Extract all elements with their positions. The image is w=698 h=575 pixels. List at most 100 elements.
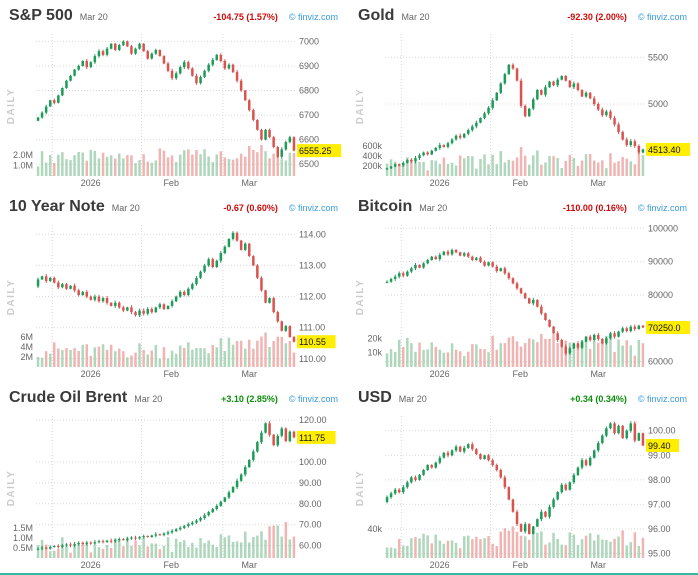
svg-text:2026: 2026	[430, 369, 450, 379]
chart-title: Crude Oil Brent	[9, 389, 128, 406]
svg-text:2.0M: 2.0M	[13, 150, 33, 160]
svg-text:6600: 6600	[299, 135, 319, 145]
svg-text:6700: 6700	[299, 110, 319, 120]
svg-text:1.0M: 1.0M	[13, 161, 33, 171]
svg-text:Mar: Mar	[241, 560, 257, 570]
svg-text:600k: 600k	[362, 141, 382, 151]
svg-text:90.00: 90.00	[299, 478, 322, 488]
svg-text:400k: 400k	[362, 151, 382, 161]
chart-title: S&P 500	[9, 7, 73, 24]
sp500-candlestick-chart[interactable]: 7000 6900 6800 6700 6600 6500 2026 Feb Mar DAILY 2…	[0, 26, 349, 191]
chart-date: Mar 20	[401, 12, 430, 22]
svg-text:40k: 40k	[367, 524, 382, 534]
svg-text:DAILY: DAILY	[355, 470, 366, 507]
svg-text:4513.40: 4513.40	[648, 145, 681, 155]
svg-text:Feb: Feb	[512, 560, 528, 570]
chart-title: Gold	[358, 7, 395, 24]
svg-text:2026: 2026	[81, 178, 101, 188]
chart-change: +3.10 (2.85%)	[221, 394, 278, 404]
svg-text:90000: 90000	[648, 257, 673, 267]
chart-panel-crude-oil-brent: Crude Oil Brent Mar 20 +3.10 (2.85%) © f…	[0, 382, 349, 573]
svg-text:DAILY: DAILY	[6, 470, 17, 507]
chart-change: -104.75 (1.57%)	[213, 12, 278, 22]
svg-text:6500: 6500	[299, 159, 319, 169]
chart-title: 10 Year Note	[9, 198, 105, 215]
svg-text:1.5M: 1.5M	[13, 523, 33, 533]
svg-text:80.00: 80.00	[299, 499, 322, 509]
svg-text:6555.25: 6555.25	[299, 146, 332, 156]
svg-text:2M: 2M	[20, 352, 33, 362]
usd-candlestick-chart[interactable]: 100.00 99.00 98.00 97.00 96.00 95.00 2026 Feb Ma…	[349, 408, 698, 573]
svg-text:4M: 4M	[20, 342, 33, 352]
svg-text:2026: 2026	[81, 560, 101, 570]
svg-text:Mar: Mar	[590, 369, 606, 379]
svg-text:0.5M: 0.5M	[13, 543, 33, 553]
bitcoin-candlestick-chart[interactable]: 100000 90000 80000 60000 2026 Feb Mar DAILY 20k 1…	[349, 217, 698, 382]
svg-text:Mar: Mar	[590, 178, 606, 188]
chart-header: 10 Year Note Mar 20 -0.67 (0.60%) © finv…	[0, 191, 349, 217]
10-year-note-candlestick-chart[interactable]: 114.00 113.00 112.00 111.00 110.00 2026 Feb Mar…	[0, 217, 349, 382]
svg-text:5500: 5500	[648, 52, 668, 62]
bottom-divider	[0, 573, 698, 575]
svg-text:1.0M: 1.0M	[13, 533, 33, 543]
svg-text:5000: 5000	[648, 99, 668, 109]
chart-panel-10-year-note: 10 Year Note Mar 20 -0.67 (0.60%) © finv…	[0, 191, 349, 382]
svg-text:20k: 20k	[367, 333, 382, 343]
chart-header: Crude Oil Brent Mar 20 +3.10 (2.85%) © f…	[0, 382, 349, 408]
svg-text:200k: 200k	[362, 161, 382, 171]
svg-text:Feb: Feb	[163, 560, 179, 570]
svg-text:2026: 2026	[430, 560, 450, 570]
chart-header: S&P 500 Mar 20 -104.75 (1.57%) © finviz.…	[0, 0, 349, 26]
chart-change: -0.67 (0.60%)	[223, 203, 278, 213]
chart-change: -110.00 (0.16%)	[562, 203, 627, 213]
svg-text:120.00: 120.00	[299, 415, 327, 425]
svg-text:6800: 6800	[299, 86, 319, 96]
chart-date: Mar 20	[79, 12, 108, 22]
finviz-credit-link[interactable]: © finviz.com	[637, 12, 687, 22]
chart-panel-bitcoin: Bitcoin Mar 20 -110.00 (0.16%) © finviz.…	[349, 191, 698, 382]
svg-text:6900: 6900	[299, 61, 319, 71]
svg-text:DAILY: DAILY	[6, 88, 17, 125]
chart-panel-usd: USD Mar 20 +0.34 (0.34%) © finviz.com 10…	[349, 382, 698, 573]
svg-text:99.40: 99.40	[648, 441, 671, 451]
svg-text:111.00: 111.00	[299, 323, 325, 333]
chart-change: -92.30 (2.00%)	[567, 12, 627, 22]
svg-text:DAILY: DAILY	[355, 88, 366, 125]
finviz-credit-link[interactable]: © finviz.com	[288, 12, 338, 22]
svg-text:60.00: 60.00	[299, 541, 322, 551]
svg-text:112.00: 112.00	[299, 292, 326, 302]
chart-date: Mar 20	[419, 203, 448, 213]
finviz-credit-link[interactable]: © finviz.com	[637, 394, 687, 404]
crude-oil-brent-candlestick-chart[interactable]: 120.00 100.00 90.00 80.00 70.00 60.00 2026 Feb M…	[0, 408, 349, 573]
svg-text:80000: 80000	[648, 290, 673, 300]
chart-header: USD Mar 20 +0.34 (0.34%) © finviz.com	[349, 382, 698, 408]
svg-text:Feb: Feb	[512, 369, 528, 379]
svg-text:98.00: 98.00	[648, 475, 671, 485]
finviz-credit-link[interactable]: © finviz.com	[637, 203, 687, 213]
svg-text:100.00: 100.00	[299, 457, 327, 467]
finviz-credit-link[interactable]: © finviz.com	[288, 203, 338, 213]
svg-text:99.00: 99.00	[648, 450, 671, 460]
svg-text:Feb: Feb	[512, 178, 528, 188]
svg-text:2026: 2026	[430, 178, 450, 188]
svg-text:DAILY: DAILY	[6, 279, 17, 316]
svg-text:97.00: 97.00	[648, 499, 671, 509]
svg-text:70250.0: 70250.0	[648, 323, 681, 333]
svg-text:6M: 6M	[20, 332, 33, 342]
svg-text:Feb: Feb	[163, 369, 179, 379]
svg-text:100.00: 100.00	[648, 426, 676, 436]
chart-header: Gold Mar 20 -92.30 (2.00%) © finviz.com	[349, 0, 698, 26]
svg-text:Mar: Mar	[241, 369, 257, 379]
chart-title: USD	[358, 389, 392, 406]
chart-date: Mar 20	[398, 394, 427, 404]
chart-date: Mar 20	[134, 394, 163, 404]
finviz-credit-link[interactable]: © finviz.com	[288, 394, 338, 404]
svg-text:10k: 10k	[367, 348, 382, 358]
svg-text:Mar: Mar	[241, 178, 257, 188]
svg-text:96.00: 96.00	[648, 524, 671, 534]
svg-text:110.55: 110.55	[299, 337, 326, 347]
svg-text:2026: 2026	[81, 369, 101, 379]
svg-text:Mar: Mar	[590, 560, 606, 570]
